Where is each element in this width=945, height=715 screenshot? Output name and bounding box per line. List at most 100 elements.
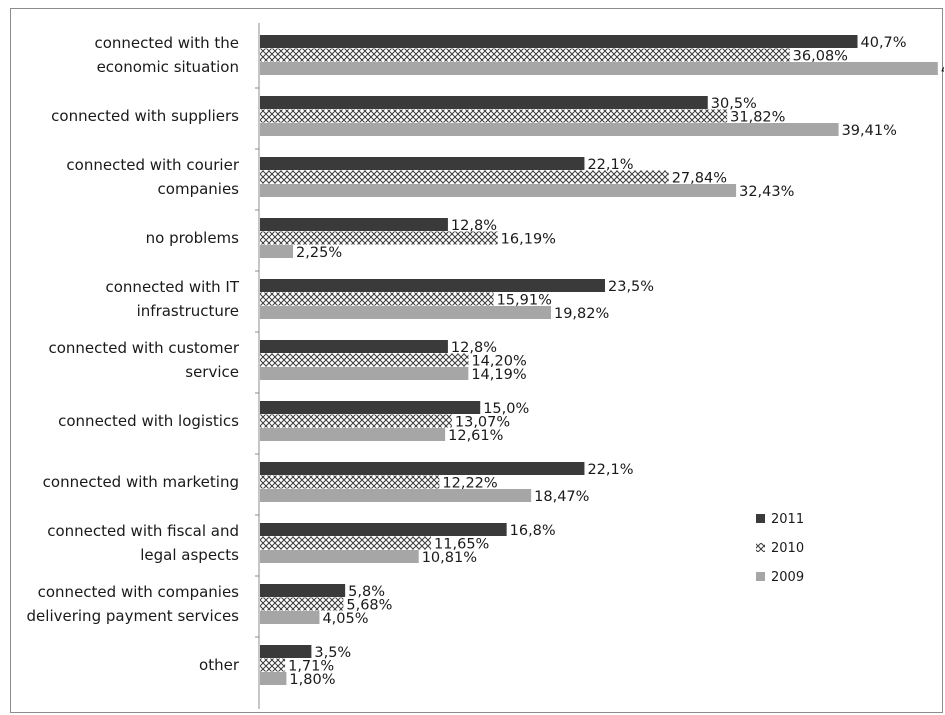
bar-2009 bbox=[260, 550, 419, 563]
category-label-line: infrastructure bbox=[137, 302, 239, 320]
bar-2010 bbox=[260, 231, 498, 245]
legend-label-2011: 2011 bbox=[771, 512, 804, 527]
data-label-2010: 16,19% bbox=[501, 232, 556, 248]
data-label-2010: 1,71% bbox=[288, 659, 334, 675]
bar-2010 bbox=[260, 292, 494, 306]
bar-2009 bbox=[260, 62, 938, 75]
bar-chart: connected with the economic situation 40,7… bbox=[27, 23, 944, 709]
category-label: connected with courier companies bbox=[66, 156, 239, 198]
data-label-2010: 5,68% bbox=[346, 598, 392, 614]
category-label: connected with IT infrastructure bbox=[106, 278, 240, 320]
bar-2010 bbox=[260, 536, 432, 550]
bar-2010 bbox=[260, 597, 344, 611]
bar-2011 bbox=[260, 35, 858, 48]
data-label-2009: 12,61% bbox=[448, 428, 503, 444]
category-label: connected with customer service bbox=[48, 339, 239, 381]
bar-2009 bbox=[260, 489, 532, 502]
bar-2009 bbox=[260, 245, 294, 258]
data-label-2011: 16,8% bbox=[510, 523, 556, 539]
data-label-2010: 31,82% bbox=[730, 110, 785, 126]
category-label-line: connected with marketing bbox=[43, 473, 239, 491]
plot-area: connected with the economic situation 40,7… bbox=[27, 23, 944, 709]
category-label-line: economic situation bbox=[97, 58, 239, 76]
legend-swatch-2009 bbox=[756, 572, 765, 581]
category-label-line: connected with customer bbox=[48, 339, 239, 357]
bar-2011 bbox=[260, 462, 585, 475]
bar-2009 bbox=[260, 123, 839, 136]
legend-label-2009: 2009 bbox=[771, 570, 804, 585]
data-label-2009: 4,05% bbox=[322, 611, 368, 627]
bar-2011 bbox=[260, 340, 448, 353]
bar-2010 bbox=[260, 475, 440, 489]
data-label-2011: 3,5% bbox=[314, 645, 351, 661]
category-label-line: other bbox=[199, 656, 240, 674]
data-label-2010: 27,84% bbox=[672, 171, 727, 187]
bar-2010 bbox=[260, 109, 728, 123]
data-label-2010: 12,22% bbox=[442, 476, 497, 492]
category-label-line: legal aspects bbox=[140, 546, 239, 564]
bar-2009 bbox=[260, 367, 469, 380]
legend-swatch-2010 bbox=[756, 543, 765, 552]
data-label-2011: 40,7% bbox=[861, 35, 907, 51]
bar-2010 bbox=[260, 414, 452, 428]
data-label-2009: 46,17% bbox=[941, 62, 944, 78]
category-label-line: connected with companies bbox=[38, 583, 240, 601]
category-label-line: connected with suppliers bbox=[51, 107, 239, 125]
data-label-2010: 36,08% bbox=[793, 49, 848, 65]
bar-2009 bbox=[260, 184, 737, 197]
data-label-2009: 18,47% bbox=[534, 489, 589, 505]
data-label-2010: 13,07% bbox=[455, 415, 510, 431]
bar-2011 bbox=[260, 645, 312, 658]
data-label-2011: 22,1% bbox=[587, 462, 633, 478]
legend-swatch-2011 bbox=[756, 514, 765, 523]
bar-2011 bbox=[260, 584, 346, 597]
data-label-2009: 2,25% bbox=[296, 245, 342, 261]
bar-2009 bbox=[260, 428, 446, 441]
bar-2010 bbox=[260, 353, 469, 367]
bar-2011 bbox=[260, 157, 585, 170]
data-label-2009: 1,80% bbox=[289, 672, 335, 688]
category-label: connected with the economic situation bbox=[94, 34, 239, 76]
category-label-line: connected with IT bbox=[106, 278, 240, 296]
category-label-line: connected with the bbox=[94, 34, 239, 52]
chart-frame: connected with the economic situation 40,7… bbox=[10, 8, 944, 713]
bar-2010 bbox=[260, 48, 790, 62]
data-label-2011: 23,5% bbox=[608, 279, 654, 295]
legend-label-2010: 2010 bbox=[771, 541, 804, 556]
bar-2011 bbox=[260, 218, 448, 231]
bar-2011 bbox=[260, 279, 605, 292]
bar-2011 bbox=[260, 96, 708, 109]
data-label-2010: 14,20% bbox=[471, 354, 526, 370]
data-label-2009: 14,19% bbox=[471, 367, 526, 383]
category-label: connected with fiscal and legal aspects bbox=[47, 522, 239, 564]
data-label-2010: 11,65% bbox=[434, 537, 489, 553]
category-label-line: no problems bbox=[146, 229, 240, 247]
category-label: no problems bbox=[146, 229, 240, 247]
data-label-2009: 32,43% bbox=[739, 184, 794, 200]
category-label: connected with companies delivering payme… bbox=[27, 583, 240, 625]
data-label-2011: 5,8% bbox=[348, 584, 385, 600]
bar-2010 bbox=[260, 170, 669, 184]
bar-2009 bbox=[260, 672, 287, 685]
data-label-2009: 39,41% bbox=[842, 123, 897, 139]
bar-2009 bbox=[260, 306, 551, 319]
category-label-line: companies bbox=[158, 180, 240, 198]
bar-2010 bbox=[260, 658, 286, 672]
data-label-2011: 22,1% bbox=[587, 157, 633, 173]
category-label-line: connected with courier bbox=[66, 156, 239, 174]
data-label-2011: 30,5% bbox=[711, 96, 757, 112]
data-label-2011: 12,8% bbox=[451, 340, 497, 356]
category-label: connected with logistics bbox=[58, 412, 239, 430]
data-label-2010: 15,91% bbox=[497, 293, 552, 309]
data-label-2011: 15,0% bbox=[483, 401, 529, 417]
category-label-line: connected with logistics bbox=[58, 412, 239, 430]
category-label-line: delivering payment services bbox=[27, 607, 240, 625]
category-label-line: connected with fiscal and bbox=[47, 522, 239, 540]
bar-2011 bbox=[260, 401, 481, 414]
bar-2011 bbox=[260, 523, 507, 536]
category-label-line: service bbox=[185, 363, 239, 381]
category-label: connected with marketing bbox=[43, 473, 239, 491]
data-label-2009: 19,82% bbox=[554, 306, 609, 322]
category-label: connected with suppliers bbox=[51, 107, 239, 125]
category-label: other bbox=[199, 656, 240, 674]
